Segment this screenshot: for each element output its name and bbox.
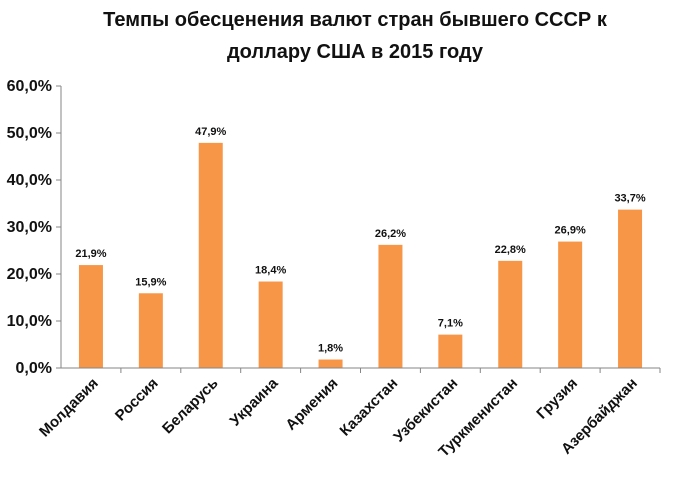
chart-title-line-2: доллару США в 2015 году	[226, 41, 484, 63]
y-tick-label: 0,0%	[16, 360, 52, 377]
data-label: 33,7%	[614, 193, 645, 205]
bar	[378, 244, 403, 368]
y-tick-label: 40,0%	[7, 172, 52, 189]
y-tick-label: 20,0%	[7, 266, 52, 283]
x-tick-label: Россия	[112, 375, 162, 425]
y-tick-label: 60,0%	[7, 78, 52, 95]
x-tick-label: Беларусь	[159, 375, 222, 438]
data-labels: 21,9% 15,9% 47,9% 18,4% 1,8% 26,2% 7,1% 22,8% 26…	[75, 126, 646, 355]
bar	[138, 293, 163, 368]
data-label: 7,1%	[438, 318, 463, 330]
y-axis: 0,0% 10,0% 20,0% 30,0% 40,0% 50,0% 60,0%	[7, 78, 62, 377]
bar	[498, 260, 523, 368]
data-label: 21,9%	[75, 248, 106, 260]
y-tick-label: 30,0%	[7, 219, 52, 236]
y-tick-label: 10,0%	[7, 313, 52, 330]
x-tick-label: Грузия	[533, 375, 581, 423]
data-label: 15,9%	[135, 276, 166, 288]
bar	[318, 359, 343, 368]
bar	[258, 281, 283, 368]
data-label: 22,8%	[495, 244, 526, 256]
bar	[198, 142, 223, 368]
bar	[78, 265, 103, 368]
bar	[618, 209, 643, 368]
bars	[78, 142, 643, 368]
y-tick-label: 50,0%	[7, 125, 52, 142]
data-label: 1,8%	[318, 343, 343, 355]
data-label: 26,2%	[375, 228, 406, 240]
data-label: 26,9%	[555, 225, 586, 237]
bar	[558, 241, 583, 368]
chart-title-line-1: Темпы обесценения валют стран бывшего СС…	[103, 9, 607, 31]
x-tick-label: Армения	[282, 375, 341, 434]
data-label: 18,4%	[255, 265, 286, 277]
x-tick-label: Молдавия	[36, 375, 102, 441]
chart-title: Темпы обесценения валют стран бывшего СС…	[60, 4, 650, 68]
x-tick-label: Казахстан	[337, 375, 402, 440]
bar	[438, 334, 463, 368]
data-label: 47,9%	[195, 126, 226, 138]
x-tick-label: Украина	[227, 374, 282, 429]
